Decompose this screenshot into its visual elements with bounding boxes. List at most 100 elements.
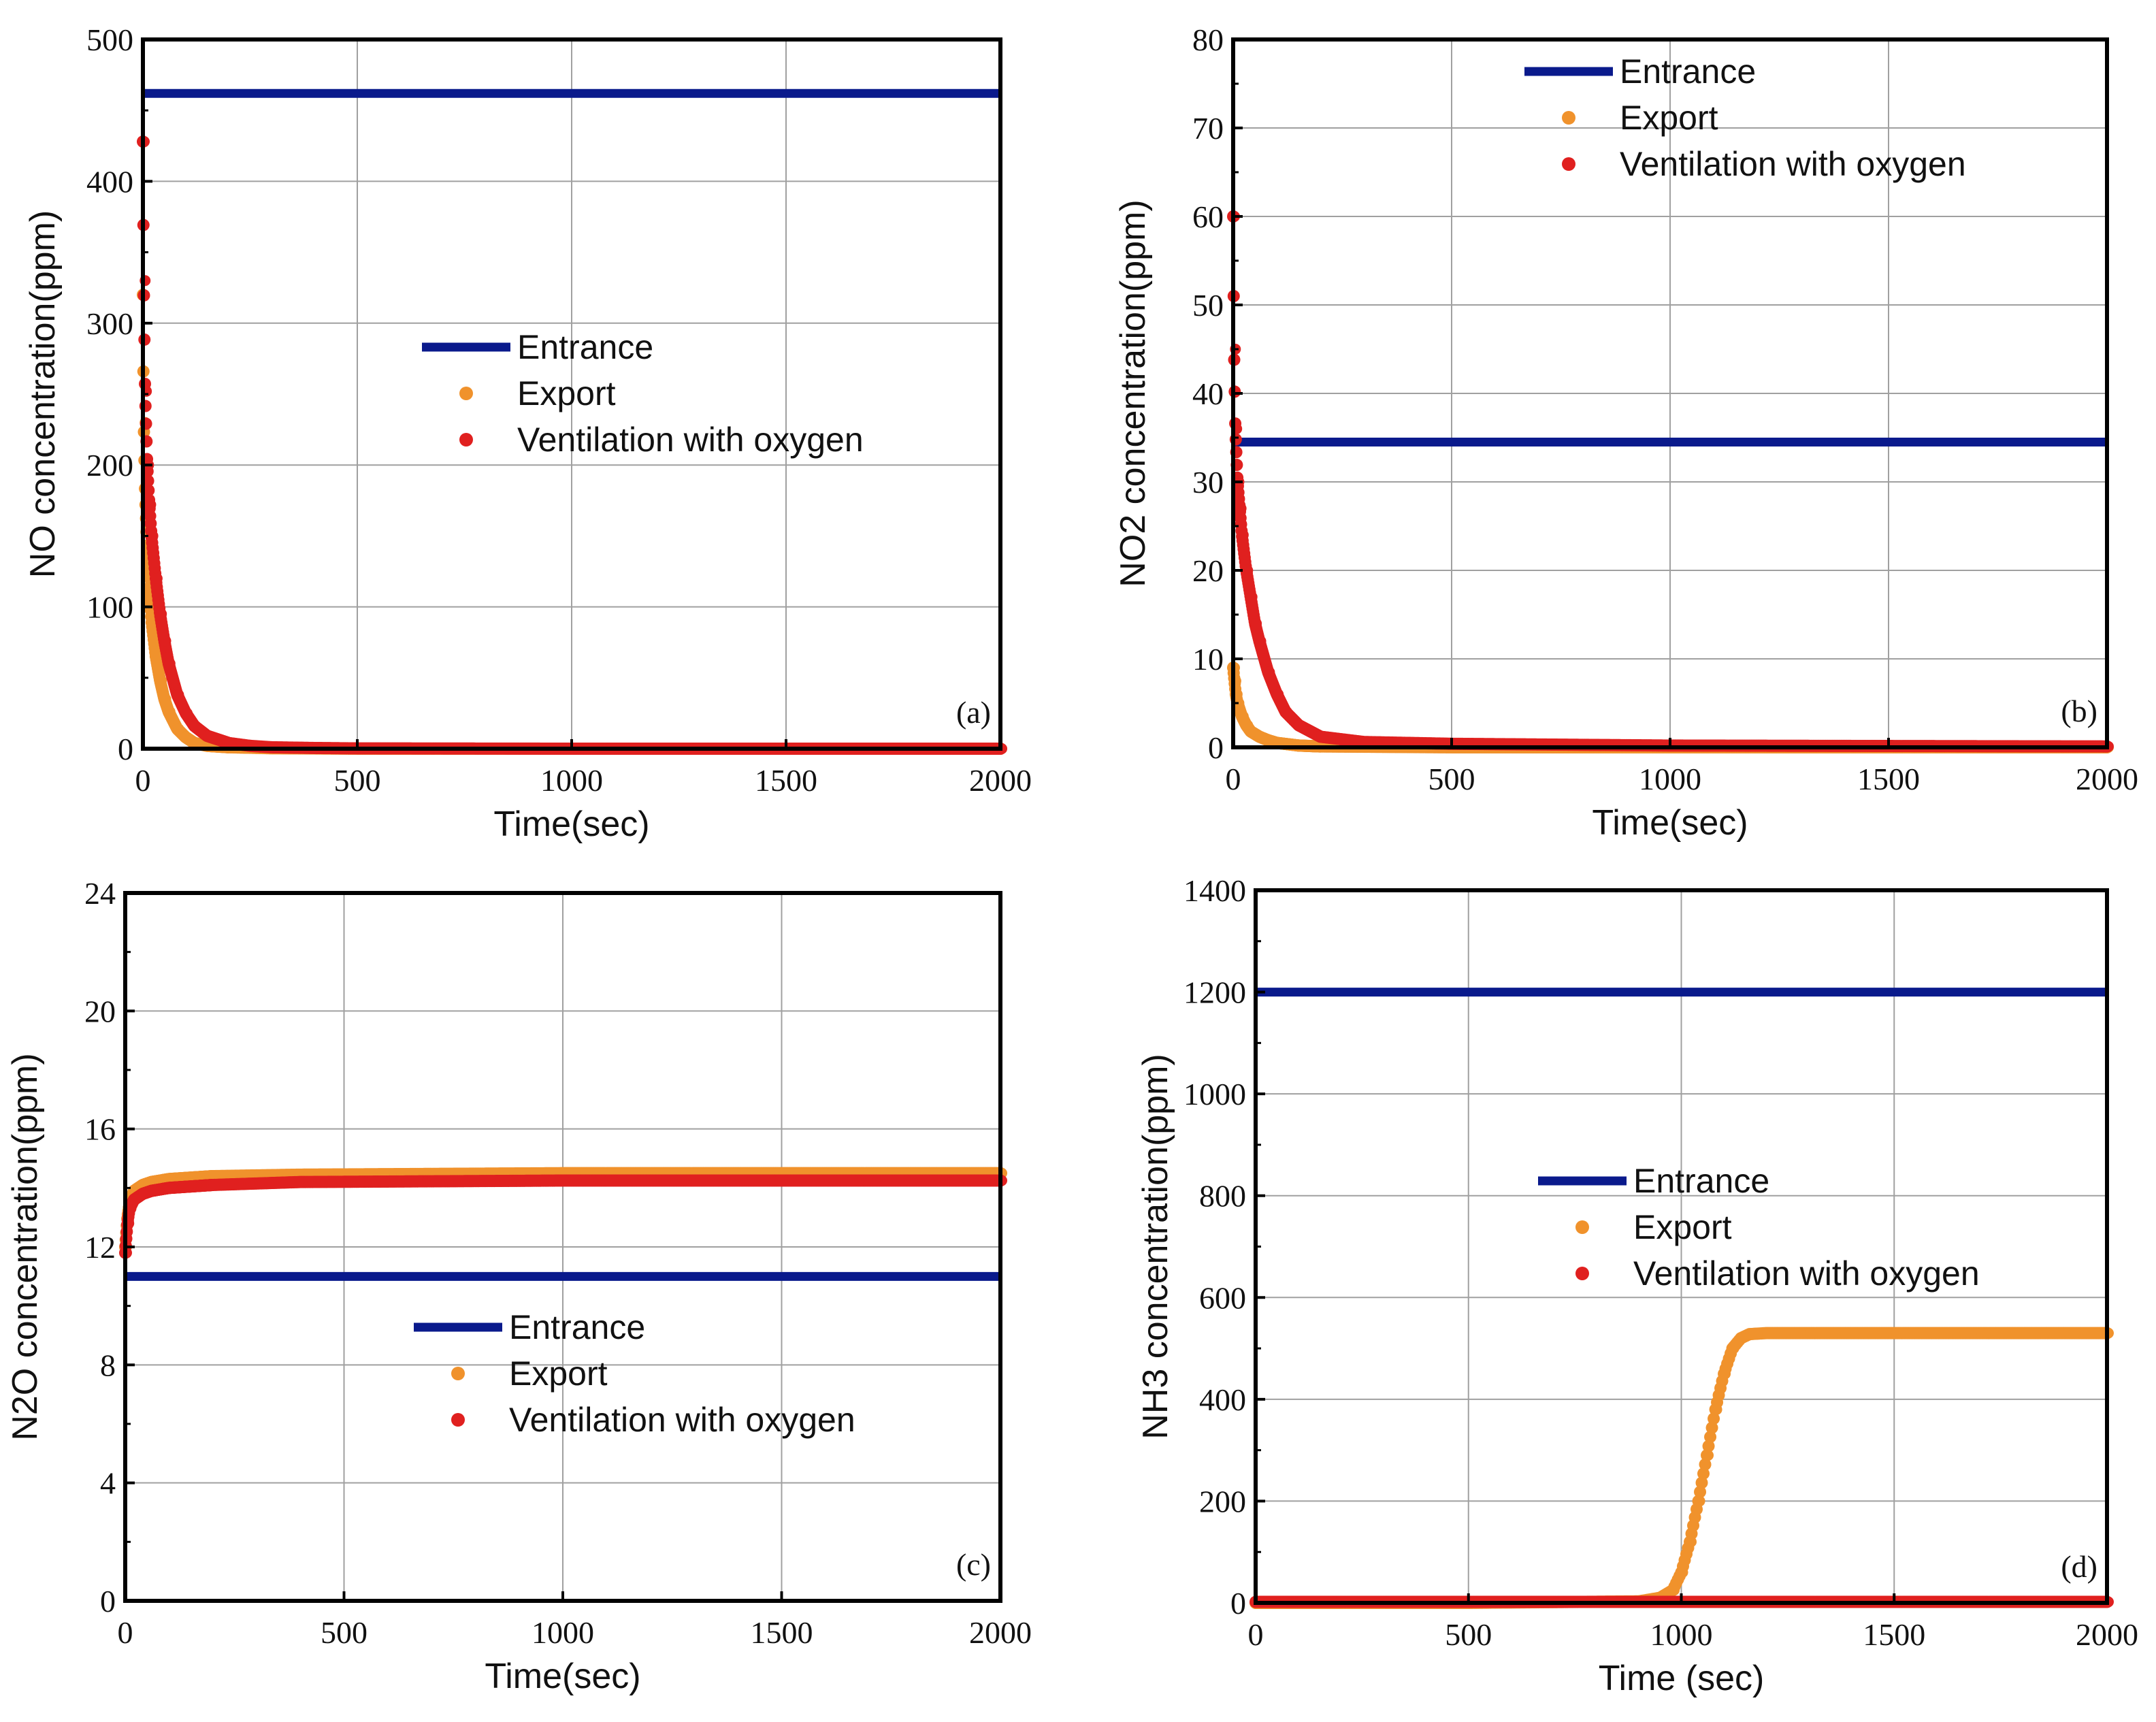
data-point [1255,636,1267,647]
data-point [1273,689,1284,700]
chart-panel-2: 0 500 1000 1500 200001020304050607080Time(se… [1113,22,2138,843]
x-axis-title: Time(sec) [485,1657,640,1696]
x-tick-label: 0 [135,763,151,798]
data-point [1233,698,1245,709]
chart-panel-1: 0 500 1000 1500 20000100200300400500Time(sec… [23,22,1032,844]
legend-swatch-marker [451,1413,465,1427]
data-point [160,694,172,705]
data-point [1720,1368,1731,1380]
data-point [1237,530,1249,540]
y-tick-label: 60 [1192,199,1224,234]
data-point [164,706,176,717]
data-point [1237,711,1249,722]
data-point [1686,1536,1697,1548]
data-point [173,723,184,734]
data-point [182,732,193,743]
legend-label-export: Export [1620,99,1718,137]
legend-label-ventilation: Ventilation with oxygen [1620,145,1966,183]
legend-swatch-marker [1562,111,1575,125]
data-point [1316,731,1328,743]
data-point [1703,1450,1714,1461]
data-point [1711,1403,1722,1415]
legend-label-entrance: Entrance [509,1308,645,1346]
y-tick-label: 24 [84,876,116,911]
legend-label-ventilation: Ventilation with oxygen [509,1401,855,1439]
data-point [165,1182,176,1194]
y-tick-label: 0 [100,1584,116,1619]
chart-panel-3: 0 500 1000 1500 200004812162024Time(sec)N2O … [5,876,1032,1696]
x-tick-label: 500 [1428,762,1475,796]
data-point [203,730,214,742]
x-tick-label: 0 [1226,762,1241,796]
data-point [1805,1327,1816,1339]
data-point [190,737,201,749]
y-tick-label: 500 [86,22,133,57]
y-tick-label: 200 [86,448,133,483]
data-point [1762,1327,1774,1339]
data-point [1255,731,1267,743]
x-tick-label: 2000 [969,763,1032,798]
y-tick-label: 70 [1192,111,1224,146]
data-point [147,530,159,542]
y-axis-title: N2O concentration(ppm) [5,1053,45,1440]
data-point [156,608,167,620]
x-tick-label: 500 [321,1615,368,1650]
data-point [151,572,163,584]
data-point [1294,719,1306,731]
y-tick-label: 0 [118,732,133,766]
data-point [559,1175,570,1186]
y-tick-label: 300 [86,306,133,341]
x-tick-label: 1500 [751,1615,813,1650]
y-tick-label: 40 [1192,376,1224,411]
x-axis-title: Time(sec) [493,805,649,844]
y-tick-label: 12 [84,1230,116,1265]
y-tick-label: 10 [1192,642,1224,677]
data-point [1264,734,1275,746]
legend-swatch-marker [459,433,473,446]
data-point [1246,726,1258,737]
data-point [190,720,201,732]
y-axis-title: NO2 concentration(ppm) [1113,199,1153,587]
x-tick-label: 1000 [540,763,603,798]
data-point [1677,1567,1688,1578]
data-point [1281,706,1293,717]
panel-label: (b) [2061,694,2097,728]
y-tick-label: 8 [100,1348,116,1382]
data-point [147,1185,159,1197]
y-tick-label: 4 [100,1466,116,1501]
legend-label-ventilation: Ventilation with oxygen [517,421,864,459]
legend-swatch-marker [459,387,473,400]
y-tick-label: 16 [84,1112,116,1147]
series-markers-ventilation [137,135,1007,755]
y-tick-label: 20 [1192,553,1224,588]
legend-swatch-marker [1562,157,1575,171]
data-point [145,499,157,510]
data-point [1235,503,1247,514]
y-tick-label: 80 [1192,22,1224,57]
data-point [296,1176,308,1188]
data-point [1242,565,1254,576]
y-tick-label: 100 [86,590,133,625]
y-axis-title: NO concentration(ppm) [23,210,63,578]
legend: Entrance Export Ventilation with oxygen [1524,52,1966,183]
panel-label: (a) [956,695,991,730]
data-point [1668,1585,1680,1596]
data-point [164,657,176,669]
y-tick-label: 30 [1192,465,1224,500]
data-point [142,484,155,497]
x-tick-label: 2000 [2076,762,2138,796]
data-point [1745,1329,1757,1340]
legend-label-entrance: Entrance [1620,52,1756,91]
data-point [1264,666,1275,678]
legend-label-export: Export [517,374,616,412]
data-point [142,474,154,487]
data-point [1246,591,1258,602]
x-tick-label: 500 [334,763,381,798]
x-axis-title: Time(sec) [1592,803,1748,843]
y-tick-label: 50 [1192,288,1224,323]
y-tick-label: 20 [84,994,116,1028]
data-point [182,707,193,719]
y-tick-label: 400 [86,164,133,199]
